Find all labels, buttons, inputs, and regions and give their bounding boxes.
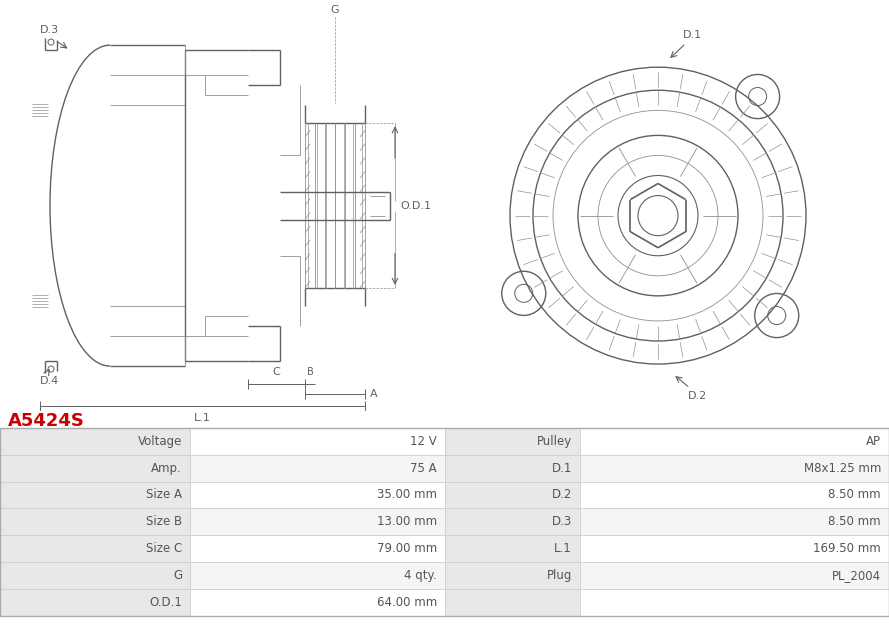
- Text: L.1: L.1: [194, 413, 211, 423]
- Bar: [580, 535, 889, 562]
- Text: 12 V: 12 V: [410, 435, 437, 448]
- Text: C: C: [273, 367, 280, 377]
- Text: Amp.: Amp.: [151, 462, 182, 475]
- Text: Plug: Plug: [547, 569, 572, 582]
- Bar: [580, 455, 889, 482]
- Text: D.1: D.1: [552, 462, 572, 475]
- Bar: [445, 455, 580, 482]
- Bar: [0, 455, 190, 482]
- Text: Size B: Size B: [146, 515, 182, 528]
- Text: D.3: D.3: [552, 515, 572, 528]
- Bar: [580, 428, 889, 455]
- Text: 13.00 mm: 13.00 mm: [377, 515, 437, 528]
- Text: D.4: D.4: [40, 376, 60, 386]
- Text: Size A: Size A: [146, 488, 182, 502]
- Bar: [190, 455, 445, 482]
- Text: D.2: D.2: [688, 391, 708, 401]
- Text: 75 A: 75 A: [411, 462, 437, 475]
- Text: L.1: L.1: [554, 542, 572, 555]
- Text: AP: AP: [866, 435, 881, 448]
- Bar: [445, 428, 580, 455]
- Text: 64.00 mm: 64.00 mm: [377, 596, 437, 609]
- Bar: [445, 508, 580, 535]
- Text: 79.00 mm: 79.00 mm: [377, 542, 437, 555]
- Text: D.1: D.1: [683, 30, 702, 40]
- Bar: [0, 482, 190, 508]
- Bar: [580, 482, 889, 508]
- Text: O.D.1: O.D.1: [400, 201, 431, 211]
- Text: Pulley: Pulley: [537, 435, 572, 448]
- Bar: [0, 562, 190, 589]
- Text: Voltage: Voltage: [138, 435, 182, 448]
- Text: A5424S: A5424S: [8, 412, 84, 430]
- Bar: [190, 562, 445, 589]
- Bar: [580, 508, 889, 535]
- Text: 8.50 mm: 8.50 mm: [829, 488, 881, 502]
- Bar: [0, 428, 889, 616]
- Text: D.2: D.2: [552, 488, 572, 502]
- Bar: [445, 562, 580, 589]
- Text: M8x1.25 mm: M8x1.25 mm: [804, 462, 881, 475]
- Bar: [0, 535, 190, 562]
- Bar: [0, 508, 190, 535]
- Bar: [0, 428, 190, 455]
- Text: PL_2004: PL_2004: [832, 569, 881, 582]
- Bar: [580, 589, 889, 616]
- Text: G: G: [172, 569, 182, 582]
- Bar: [190, 589, 445, 616]
- Bar: [445, 535, 580, 562]
- Bar: [190, 428, 445, 455]
- Text: 35.00 mm: 35.00 mm: [377, 488, 437, 502]
- Text: A: A: [370, 389, 378, 399]
- Text: O.D.1: O.D.1: [149, 596, 182, 609]
- Bar: [445, 482, 580, 508]
- Text: Size C: Size C: [146, 542, 182, 555]
- Text: 169.50 mm: 169.50 mm: [813, 542, 881, 555]
- Text: G: G: [331, 5, 340, 15]
- Text: 8.50 mm: 8.50 mm: [829, 515, 881, 528]
- Bar: [190, 508, 445, 535]
- Bar: [580, 562, 889, 589]
- Bar: [445, 589, 580, 616]
- Text: 4 qty.: 4 qty.: [404, 569, 437, 582]
- Bar: [190, 535, 445, 562]
- Bar: [190, 482, 445, 508]
- Bar: [0, 589, 190, 616]
- Text: D.3: D.3: [40, 25, 60, 35]
- Text: B: B: [307, 367, 314, 377]
